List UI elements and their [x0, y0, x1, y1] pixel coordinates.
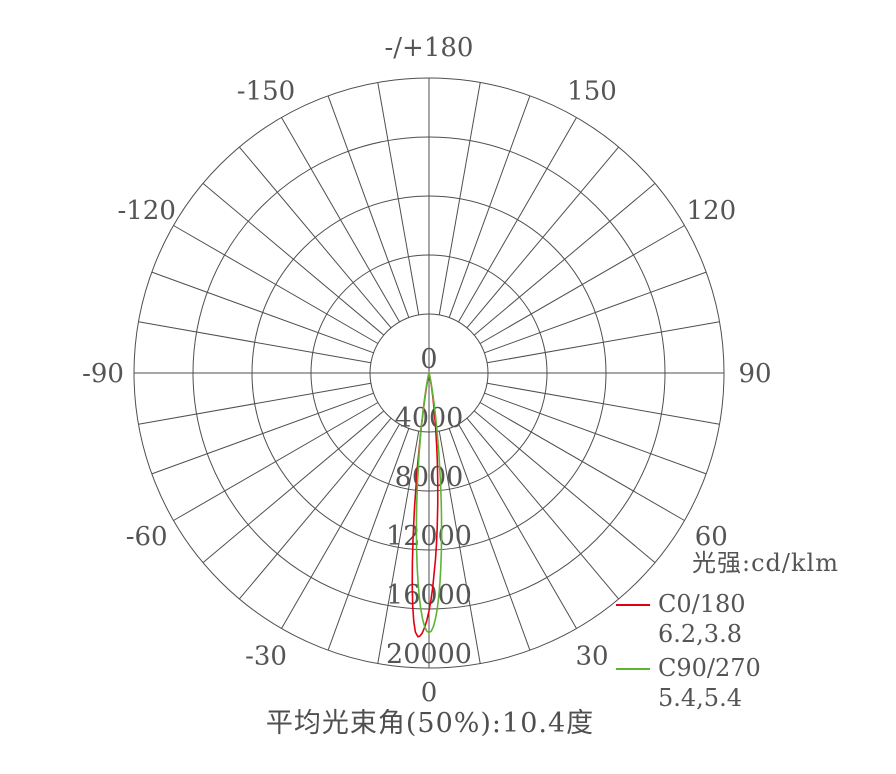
angle-label-60: 60: [695, 522, 728, 552]
ring-labels: 0 4000 8000 12000 16000 20000: [386, 344, 472, 670]
series-c90-270-label: C90/270: [658, 654, 761, 683]
angle-label-90: 90: [738, 359, 771, 389]
series-c90-270-beam-angles: 5.4,5.4: [658, 683, 742, 712]
angle-label-150: -150: [237, 77, 295, 107]
legend-entry-c0-180: C0/180: [616, 590, 892, 620]
series-c0-180-label: C0/180: [658, 590, 746, 619]
chart-title: 平均光束角(50%):10.4度: [265, 708, 595, 739]
angle-label-120: 120: [687, 196, 737, 226]
radial-spokes: [138, 82, 720, 664]
ring-label-0: 0: [420, 344, 437, 375]
intensity-unit-label: 光强:cd/klm: [692, 549, 839, 577]
angle-label-120: -120: [117, 196, 175, 226]
angle-label-30: 30: [575, 641, 608, 671]
angle-label-0: 0: [421, 678, 438, 708]
ring-label-20000: 20000: [386, 639, 472, 670]
series-c0-180-swatch: [616, 603, 650, 606]
series-c90-270-swatch: [616, 667, 650, 670]
curve-C90-270: [415, 372, 443, 634]
angle-label-150: 150: [567, 77, 617, 107]
ring-label-16000: 16000: [386, 580, 472, 611]
series-c0-180-beam-angles: 6.2,3.8: [658, 619, 742, 648]
legend: 光强:cd/klm C0/180 6.2,3.8 C90/270 5.4,5.4: [616, 549, 892, 718]
angle-label-180: -/+180: [385, 33, 474, 63]
angle-label-90: -90: [82, 359, 124, 389]
angle-label-30: -30: [245, 641, 287, 671]
legend-entry-c90-270: C90/270: [616, 654, 892, 684]
ring-label-4000: 4000: [395, 403, 464, 434]
ring-label-12000: 12000: [386, 521, 472, 552]
angle-labels: -/+180 -150 150 -120 120 -90 90 -60 60 -30 30 0: [82, 33, 771, 708]
angle-label-60: -60: [126, 522, 168, 552]
ring-label-8000: 8000: [395, 462, 464, 493]
